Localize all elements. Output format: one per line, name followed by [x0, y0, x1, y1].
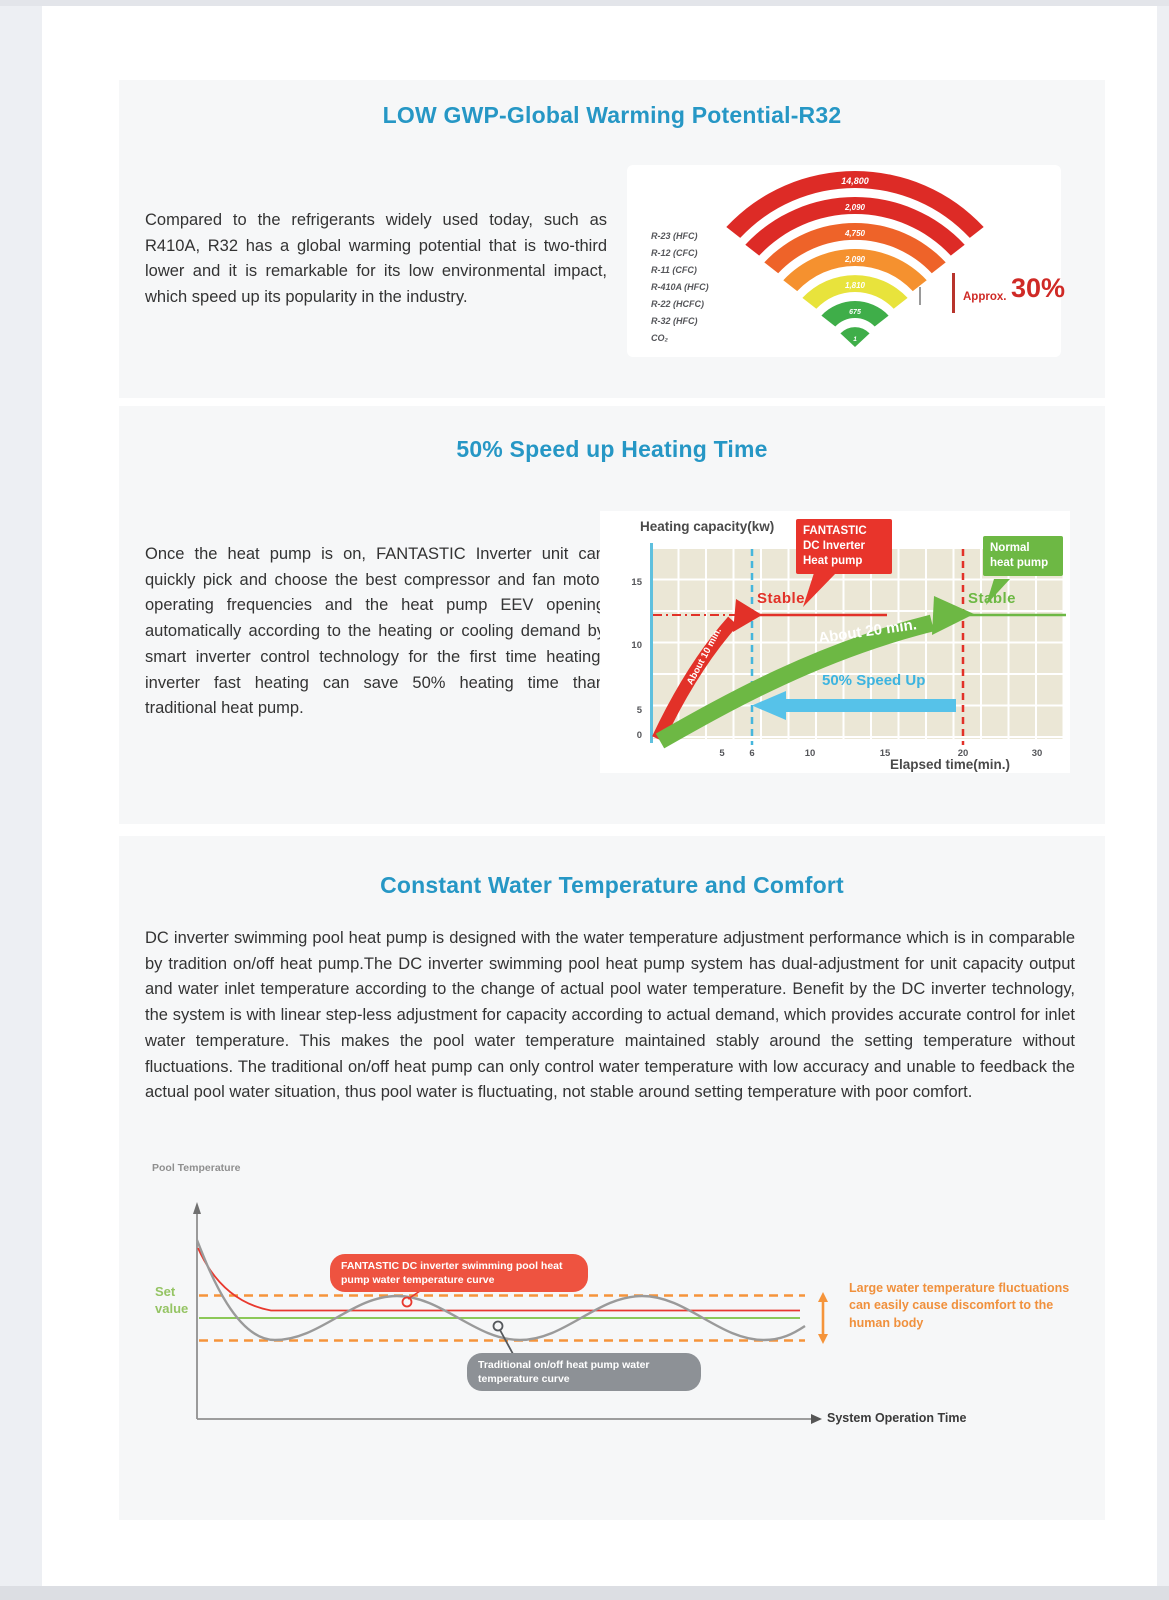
y-tick: 5 [636, 705, 642, 716]
set-value-line2: value [155, 1300, 189, 1316]
arc-value: 1 [853, 336, 857, 343]
section-gwp: LOW GWP-Global Warming Potential-R32 Com… [119, 80, 1105, 398]
traditional-temp-callout: Traditional on/off heat pump water tempe… [467, 1353, 701, 1392]
refrigerant-label: R-32 (HFC) [651, 316, 698, 326]
arc-r22 [802, 275, 908, 309]
arc-value: 4,750 [844, 229, 866, 238]
x-tick: 5 [719, 748, 725, 759]
arc-r23 [726, 171, 984, 238]
callout-line: Heat pump [803, 554, 863, 567]
fluctuation-note: Large water temperature fluctuations can… [849, 1280, 1069, 1332]
normal-curve [655, 614, 935, 749]
note-line: can easily cause discomfort to the [849, 1298, 1054, 1313]
section-gwp-title: LOW GWP-Global Warming Potential-R32 [382, 102, 842, 128]
normal-callout: Normal heat pump [983, 536, 1063, 576]
y-tick: 0 [636, 730, 642, 741]
callout-line: pump water temperature curve [341, 1274, 495, 1287]
fluctuation-arrow-bottom [818, 1334, 828, 1344]
refrigerant-label: R-11 (CFC) [651, 265, 697, 275]
y-tick: 10 [631, 640, 642, 651]
x-tick: 30 [1031, 748, 1043, 759]
heating-y-axis-title: Heating capacity(kw) [640, 519, 775, 534]
red-callout-pointer [803, 573, 836, 607]
pool-y-axis-label: Pool Temperature [152, 1162, 241, 1174]
arc-r32 [821, 301, 889, 327]
divider-bar [952, 273, 955, 313]
arc-value: 14,800 [841, 176, 869, 186]
arc-value: 675 [849, 309, 861, 316]
heating-chart-card: Heating capacity(kw) [600, 511, 1070, 773]
document-page: LOW GWP-Global Warming Potential-R32 Com… [42, 6, 1157, 1586]
fluctuation-arrow-top [818, 1292, 828, 1302]
speedup-arrow-head [752, 691, 786, 720]
set-value-line1: Set [155, 1284, 176, 1299]
top-strip [0, 0, 1169, 6]
callout-line: FANTASTIC [803, 525, 867, 537]
heating-chart [652, 549, 1066, 749]
refrigerant-label: R-22 (HCFC) [651, 299, 704, 309]
section-constant-paragraph: DC inverter swimming pool heat pump is d… [145, 929, 1075, 1102]
note-line: human body [849, 1315, 924, 1330]
arc-r12 [745, 197, 965, 256]
arc-r11 [764, 222, 946, 274]
stable-label-green: Stable [968, 590, 1017, 607]
green-callout-pointer [986, 579, 1010, 605]
callout-line: FANTASTIC DC inverter swimming pool heat [341, 1260, 563, 1272]
x-tick: 6 [749, 748, 755, 759]
bottom-strip [0, 1586, 1169, 1600]
traditional-curve-marker [492, 1320, 504, 1332]
gwp-fan-chart-card: R-23 (HFC) R-12 (CFC) R-11 (CFC) R-410A … [627, 165, 1065, 357]
arc-value: 2,090 [844, 255, 866, 264]
refrigerant-label: R-410A (HFC) [651, 282, 709, 292]
heating-y-axis-line [650, 543, 653, 743]
callout-line: temperature curve [478, 1373, 570, 1386]
gwp-fan-chart: 14,800 2,090 4,750 2,090 1,810 675 1 [726, 171, 984, 347]
refrigerant-label: R-12 (CFC) [651, 248, 698, 258]
tick-mark [919, 287, 921, 305]
approx-value: 30% [1011, 273, 1066, 303]
arc-r410a [783, 249, 927, 292]
pool-temperature-chart [193, 1202, 828, 1424]
callout-line: Traditional on/off heat pump water [478, 1359, 650, 1371]
section-heating: 50% Speed up Heating Time Once the heat … [119, 406, 1105, 824]
pool-x-axis-label: System Operation Time [827, 1411, 967, 1425]
pool-y-axis-arrow [193, 1202, 201, 1214]
x-tick: 15 [879, 748, 891, 759]
arc-co2 [840, 327, 870, 347]
speedup-arrow-shaft [786, 699, 956, 712]
refrigerant-label: CO₂ [651, 333, 668, 343]
set-value-label: Set value [155, 1284, 188, 1318]
y-tick: 15 [631, 577, 642, 588]
arc-value: 1,810 [845, 281, 866, 290]
callout-line: heat pump [990, 556, 1049, 569]
section-gwp-paragraph: Compared to the refrigerants widely used… [145, 211, 607, 307]
inverter-curve-arrowhead [733, 599, 762, 632]
callout-line: DC Inverter [803, 539, 865, 552]
arc-value: 2,090 [844, 203, 866, 212]
section-heating-paragraph: Once the heat pump is on, FANTASTIC Inve… [145, 545, 605, 718]
gray-callout-leader [499, 1329, 514, 1355]
x-tick: 10 [804, 748, 816, 759]
inverter-curve [652, 616, 738, 742]
callout-line: Normal [990, 542, 1030, 554]
stable-label-red: Stable [757, 590, 806, 607]
heating-x-axis-title: Elapsed time(min.) [890, 757, 1011, 772]
inverter-callout: FANTASTIC DC Inverter Heat pump [796, 519, 892, 574]
section-constant-title: Constant Water Temperature and Comfort [380, 872, 844, 898]
inverter-temp-callout: FANTASTIC DC inverter swimming pool heat… [330, 1254, 588, 1293]
speedup-label: 50% Speed Up [822, 672, 926, 689]
normal-curve-arrowhead [932, 596, 974, 635]
x-tick: 20 [957, 748, 969, 759]
inverter-curve-marker [401, 1296, 413, 1308]
note-line: Large water temperature fluctuations [849, 1281, 1070, 1295]
refrigerant-label: R-23 (HFC) [651, 231, 698, 241]
pool-x-axis-arrow [811, 1414, 822, 1424]
approx-label: Approx. [963, 291, 1007, 303]
section-heating-title: 50% Speed up Heating Time [456, 436, 768, 462]
section-constant: Constant Water Temperature and Comfort D… [119, 836, 1105, 1520]
